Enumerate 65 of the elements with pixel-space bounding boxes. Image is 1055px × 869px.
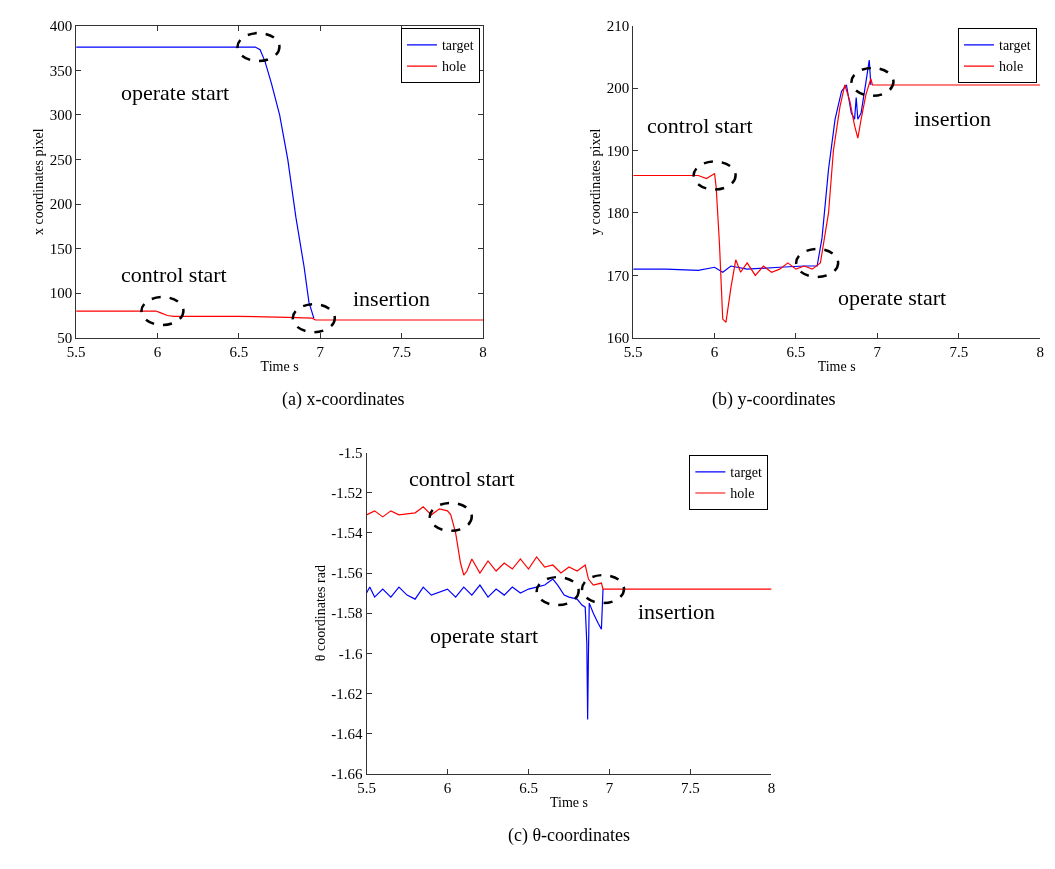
x-axis-title: Time s bbox=[260, 359, 299, 375]
y-tick-label: 100 bbox=[49, 285, 73, 302]
text: (a) x-coordinates bbox=[282, 389, 405, 410]
line-series bbox=[633, 78, 1041, 323]
legend-label: hole bbox=[441, 59, 467, 75]
annotation: operate start bbox=[838, 285, 947, 310]
y-tick-label: 400 bbox=[49, 17, 73, 34]
legend-label: target bbox=[999, 38, 1031, 54]
line-series bbox=[76, 310, 484, 321]
y-tick-label: -1.54 bbox=[331, 525, 364, 542]
x-tick-label: 7.5 bbox=[949, 343, 969, 360]
x-tick-label: 7 bbox=[873, 343, 882, 360]
x-tick-label: 6 bbox=[710, 343, 719, 360]
legend-label: hole bbox=[730, 486, 755, 502]
text: (b) y-coordinates bbox=[712, 389, 836, 410]
x-tick-label: 7.5 bbox=[681, 779, 700, 796]
y-tick-label: 210 bbox=[606, 17, 630, 34]
annotation: insertion bbox=[914, 106, 991, 131]
x-axis-title: Time s bbox=[817, 359, 856, 375]
y-tick-label: -1.56 bbox=[331, 565, 364, 582]
x-tick-label: 8 bbox=[479, 343, 487, 360]
annotation: insertion bbox=[638, 599, 715, 624]
x-tick-label: 6 bbox=[153, 343, 162, 360]
y-tick-label: 190 bbox=[606, 142, 630, 159]
x-tick-label: 6.5 bbox=[519, 779, 538, 796]
legend-label: target bbox=[441, 38, 474, 54]
line-series bbox=[633, 59, 872, 273]
annotation: operate start bbox=[430, 623, 539, 648]
annotation: control start bbox=[121, 262, 227, 287]
y-tick-label: -1.6 bbox=[338, 645, 364, 662]
y-tick-label: 300 bbox=[49, 107, 73, 124]
x-tick-label: 8 bbox=[1036, 343, 1044, 360]
text: (c) θ-coordinates bbox=[508, 825, 631, 846]
legend-label: hole bbox=[999, 59, 1024, 75]
x-tick-label: 7 bbox=[316, 343, 325, 360]
y-axis-title: θ coordinates rad bbox=[312, 565, 328, 662]
y-tick-label: 170 bbox=[606, 267, 630, 284]
x-tick-label: 7 bbox=[605, 779, 614, 796]
y-tick-label: 180 bbox=[606, 205, 630, 222]
x-axis-title: Time s bbox=[550, 794, 589, 810]
y-tick-label: 200 bbox=[606, 80, 630, 97]
x-tick-label: 7.5 bbox=[392, 343, 412, 360]
annotation: insertion bbox=[353, 286, 430, 311]
y-tick-label: 350 bbox=[49, 62, 73, 79]
annotation: operate start bbox=[121, 80, 230, 105]
y-tick-label: 250 bbox=[49, 151, 73, 168]
y-tick-label: 150 bbox=[49, 240, 73, 257]
x-tick-label: 6.5 bbox=[229, 343, 249, 360]
y-tick-label: -1.66 bbox=[331, 765, 364, 782]
y-tick-label: 200 bbox=[49, 196, 73, 213]
legend-label: target bbox=[730, 465, 763, 481]
x-tick-label: 5.5 bbox=[357, 779, 376, 796]
x-tick-label: 6.5 bbox=[786, 343, 806, 360]
annotation: control start bbox=[647, 113, 753, 138]
y-tick-label: -1.64 bbox=[331, 725, 364, 742]
x-tick-label: 8 bbox=[767, 779, 776, 796]
line-series bbox=[366, 506, 772, 590]
y-tick-label: -1.52 bbox=[331, 485, 363, 502]
annotation: control start bbox=[409, 466, 515, 491]
x-tick-label: 6 bbox=[443, 779, 452, 796]
y-axis-title: y coordinates pixel bbox=[588, 128, 604, 236]
y-tick-label: -1.5 bbox=[338, 444, 363, 461]
y-tick-label: -1.58 bbox=[331, 605, 363, 622]
y-axis-title: x coordinates pixel bbox=[31, 128, 47, 236]
y-tick-label: -1.62 bbox=[331, 685, 363, 702]
